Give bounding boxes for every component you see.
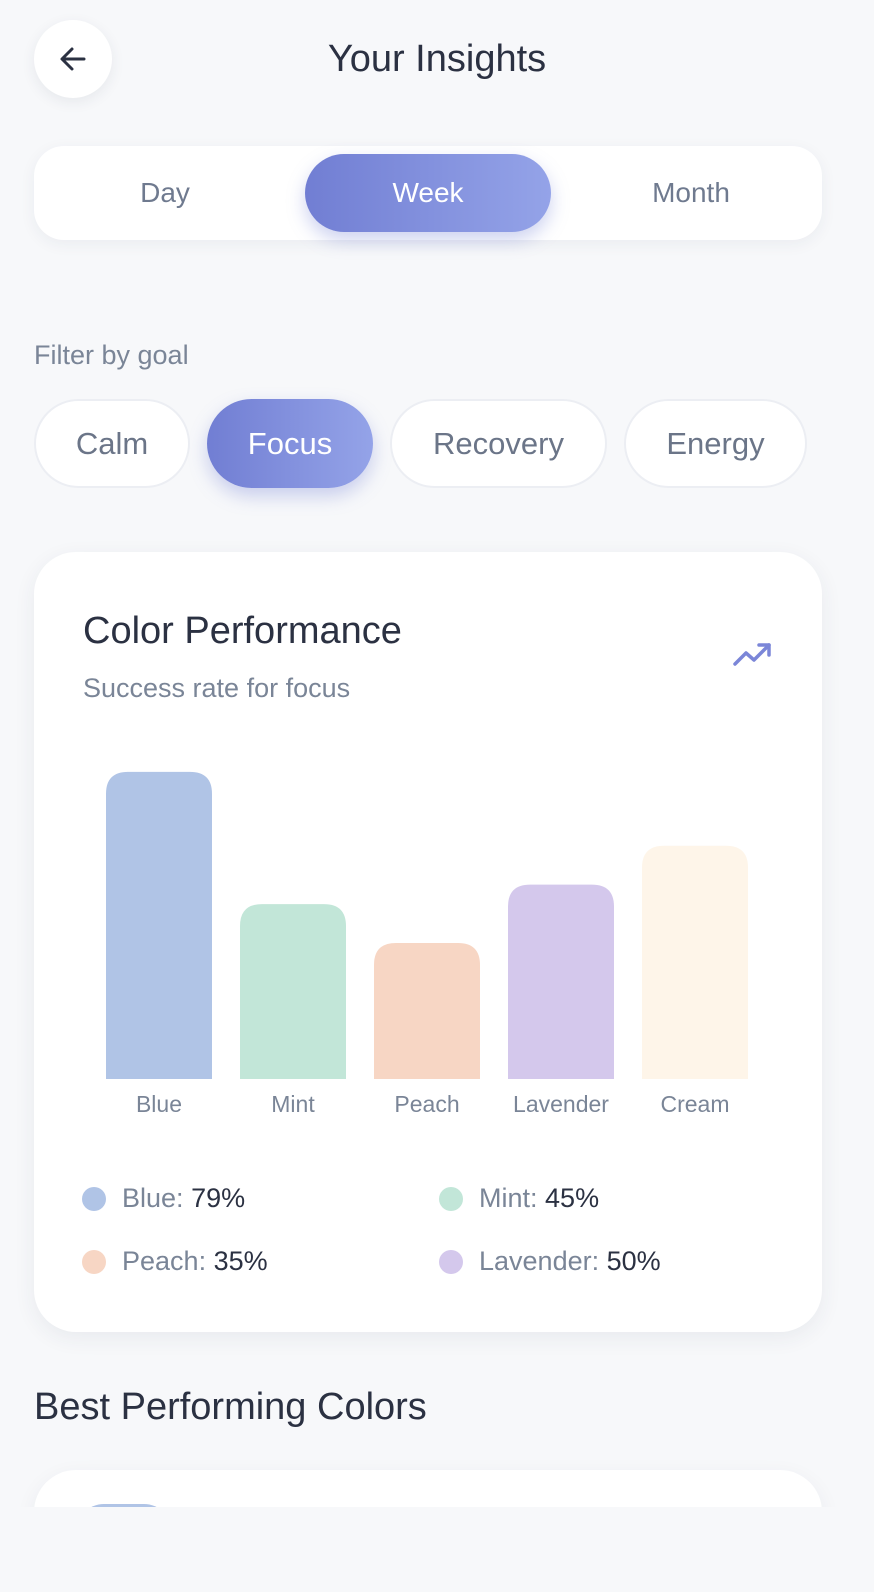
bar-chart: Blue Mint Peach Lavender Cream [106,771,748,1117]
chip-recovery[interactable]: Recovery [390,399,607,488]
period-segmented-control: Day Week Month [34,146,822,240]
bar-lavender[interactable] [508,884,614,1079]
section-title: Best Performing Colors [34,1386,427,1428]
legend-item-mint: Mint: 45% [439,1183,599,1214]
page-title: Your Insights [327,38,547,80]
legend-item-blue: Blue: 79% [82,1183,245,1214]
arrow-left-icon [60,47,86,71]
bar-label-peach: Peach [394,1091,459,1117]
legend-dot-mint [439,1186,463,1211]
chip-focus[interactable]: Focus [207,399,373,488]
bar-blue[interactable] [106,771,212,1079]
bar-mint[interactable] [240,904,346,1079]
legend-item-peach: Peach: 35% [82,1246,268,1277]
tab-month[interactable]: Month [652,177,730,208]
bar-label-cream: Cream [660,1091,729,1117]
legend-value: 35% [213,1246,268,1276]
tab-day[interactable]: Day [140,177,190,208]
color-performance-card: Color Performance Success rate for focus… [34,552,822,1332]
bar-peach[interactable] [374,942,480,1079]
legend-name: Peach [122,1246,199,1276]
legend-name: Lavender [479,1246,592,1276]
legend-dot-peach [82,1249,106,1274]
bar-label-mint: Mint [271,1091,315,1117]
bottom-area [0,1507,874,1592]
card-title: Color Performance [83,610,402,652]
chip-calm[interactable]: Calm [34,399,190,488]
legend-dot-lavender [439,1249,463,1274]
legend-name: Blue [122,1183,177,1213]
tab-week[interactable]: Week [305,154,551,232]
bar-label-blue: Blue [136,1091,182,1117]
back-button[interactable] [34,20,112,98]
legend-value: 79% [191,1183,246,1213]
filter-label: Filter by goal [34,340,189,370]
trending-up-icon[interactable] [733,640,773,668]
bar-label-lavender: Lavender [513,1091,609,1117]
legend-dot-blue [82,1186,106,1211]
card-subtitle: Success rate for focus [83,673,351,703]
legend-value: 50% [606,1246,661,1276]
legend-item-lavender: Lavender: 50% [439,1246,661,1277]
bar-cream[interactable] [642,845,748,1079]
legend-name: Mint [479,1183,531,1213]
legend-value: 45% [545,1183,600,1213]
chip-energy[interactable]: Energy [624,399,807,488]
